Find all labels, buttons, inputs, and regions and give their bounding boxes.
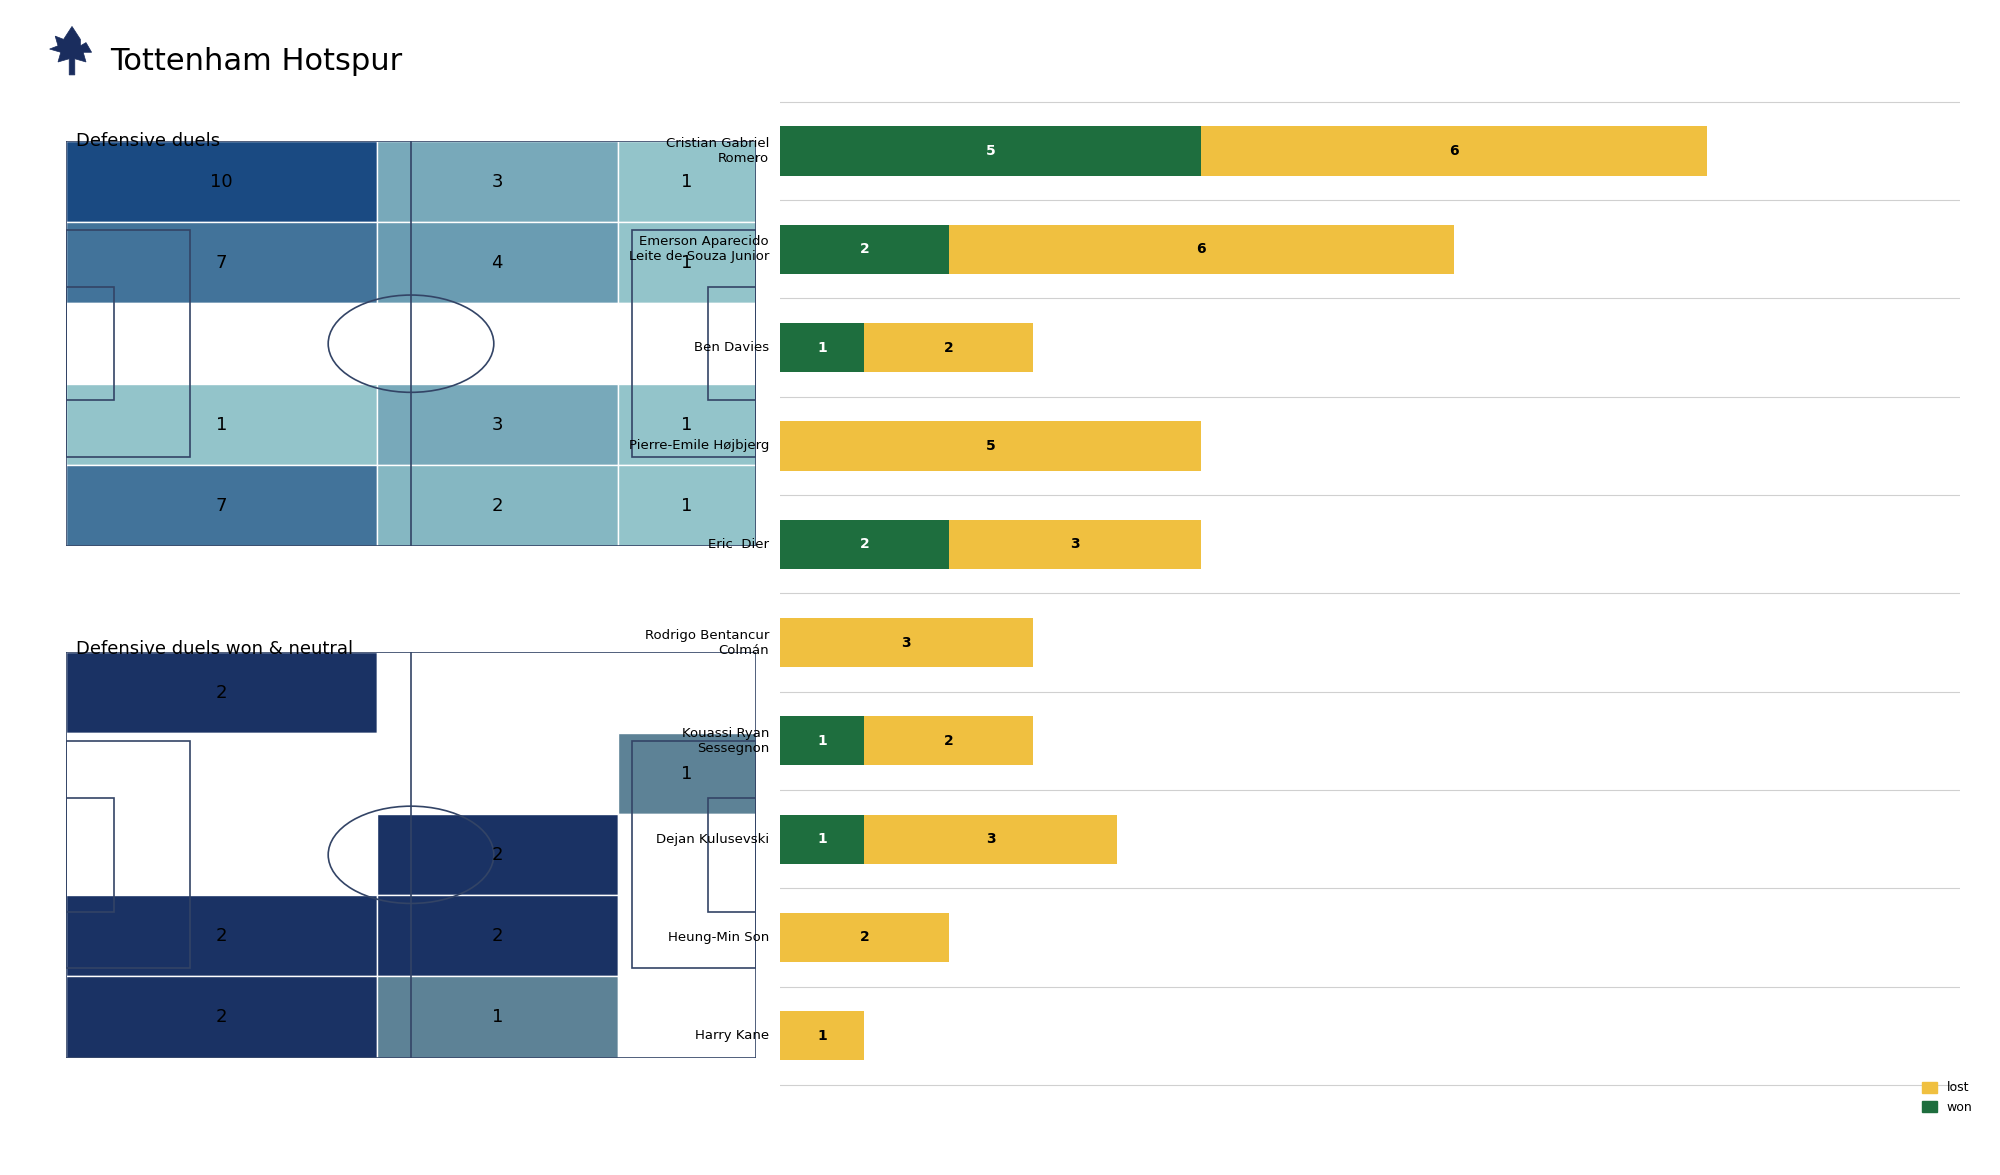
Legend: lost, won: lost, won	[1916, 1076, 1978, 1119]
Bar	[618, 814, 756, 895]
Text: 3: 3	[986, 832, 996, 846]
Text: 2: 2	[860, 242, 870, 256]
Bar	[864, 717, 1032, 765]
Text: 5: 5	[986, 145, 996, 159]
Bar	[618, 141, 756, 222]
Bar	[376, 814, 618, 895]
Text: 4: 4	[492, 254, 504, 271]
Bar	[780, 422, 1202, 470]
Bar	[66, 895, 376, 976]
Text: 1: 1	[818, 341, 828, 355]
Bar	[1202, 127, 1708, 175]
Bar	[66, 976, 376, 1058]
Bar	[376, 652, 618, 733]
Bar	[948, 519, 1202, 569]
Bar	[864, 814, 1118, 864]
Text: 3: 3	[492, 173, 504, 190]
Bar	[376, 465, 618, 546]
Bar	[780, 618, 1032, 667]
Text: 7: 7	[216, 497, 228, 515]
Text: 1: 1	[818, 832, 828, 846]
Bar	[66, 814, 376, 895]
Bar	[618, 733, 756, 814]
Text: 1: 1	[216, 416, 226, 434]
Text: Tottenham Hotspur: Tottenham Hotspur	[110, 47, 402, 76]
Bar	[948, 224, 1454, 274]
Text: 1: 1	[818, 1028, 828, 1042]
Text: 3: 3	[492, 416, 504, 434]
Bar	[780, 323, 864, 372]
Bar	[66, 384, 376, 465]
Text: 5: 5	[986, 439, 996, 452]
Text: Defensive duels: Defensive duels	[76, 132, 220, 149]
Bar	[632, 230, 756, 457]
Bar	[632, 741, 756, 968]
Text: 10: 10	[210, 173, 232, 190]
Text: 2: 2	[216, 927, 228, 945]
Bar	[618, 652, 756, 733]
Bar	[618, 222, 756, 303]
Text: 2: 2	[944, 734, 954, 747]
Bar	[618, 895, 756, 976]
Bar	[66, 287, 114, 401]
Bar	[708, 287, 756, 401]
Bar	[780, 717, 864, 765]
Bar	[66, 230, 190, 457]
Bar	[376, 895, 618, 976]
Text: 2: 2	[492, 846, 504, 864]
Bar	[618, 384, 756, 465]
Bar	[66, 798, 114, 912]
Bar	[780, 913, 948, 962]
Bar	[780, 127, 1202, 175]
Bar	[618, 465, 756, 546]
Text: 3: 3	[902, 636, 912, 650]
Bar	[66, 303, 376, 384]
Text: 2: 2	[216, 684, 228, 701]
Bar	[780, 814, 864, 864]
Bar	[376, 303, 618, 384]
Bar	[376, 141, 618, 222]
Bar	[780, 224, 948, 274]
Text: 1: 1	[682, 497, 692, 515]
Bar	[708, 798, 756, 912]
Bar	[864, 323, 1032, 372]
Text: 1: 1	[818, 734, 828, 747]
Bar	[376, 733, 618, 814]
Polygon shape	[50, 26, 92, 75]
Text: 3: 3	[1070, 537, 1080, 551]
Text: 2: 2	[492, 497, 504, 515]
Bar	[66, 465, 376, 546]
Text: 1: 1	[682, 765, 692, 783]
Bar	[376, 976, 618, 1058]
Text: 2: 2	[860, 537, 870, 551]
Text: 2: 2	[216, 1008, 228, 1026]
Bar	[66, 733, 376, 814]
Text: Defensive duels won & neutral: Defensive duels won & neutral	[76, 640, 354, 658]
Bar	[66, 741, 190, 968]
Bar	[376, 222, 618, 303]
Text: 6: 6	[1450, 145, 1460, 159]
Bar	[376, 384, 618, 465]
Text: 1: 1	[682, 254, 692, 271]
Text: 2: 2	[492, 927, 504, 945]
Text: 1: 1	[682, 173, 692, 190]
Bar	[618, 303, 756, 384]
Text: 1: 1	[682, 416, 692, 434]
Text: 6: 6	[1196, 242, 1206, 256]
Bar	[66, 222, 376, 303]
Bar	[66, 141, 376, 222]
Bar	[780, 519, 948, 569]
Bar	[66, 652, 376, 733]
Bar	[618, 976, 756, 1058]
Bar	[780, 1012, 864, 1060]
Text: 2: 2	[860, 931, 870, 945]
Text: 2: 2	[944, 341, 954, 355]
Text: 7: 7	[216, 254, 228, 271]
Text: 1: 1	[492, 1008, 502, 1026]
